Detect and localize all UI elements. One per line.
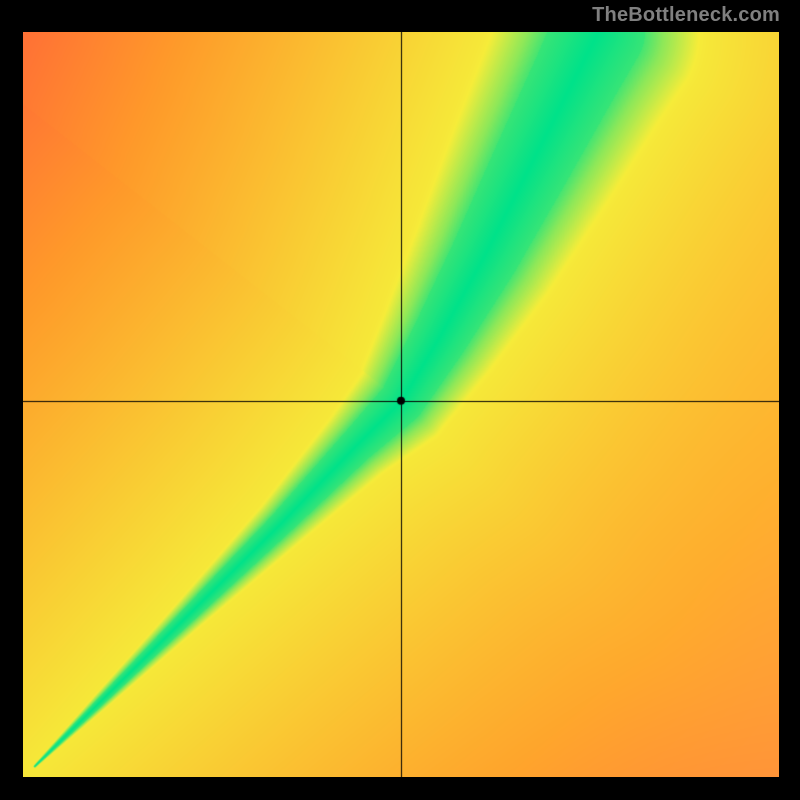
chart-container: TheBottleneck.com [0, 0, 800, 800]
watermark-text: TheBottleneck.com [592, 4, 780, 27]
bottleneck-heatmap [23, 32, 779, 777]
